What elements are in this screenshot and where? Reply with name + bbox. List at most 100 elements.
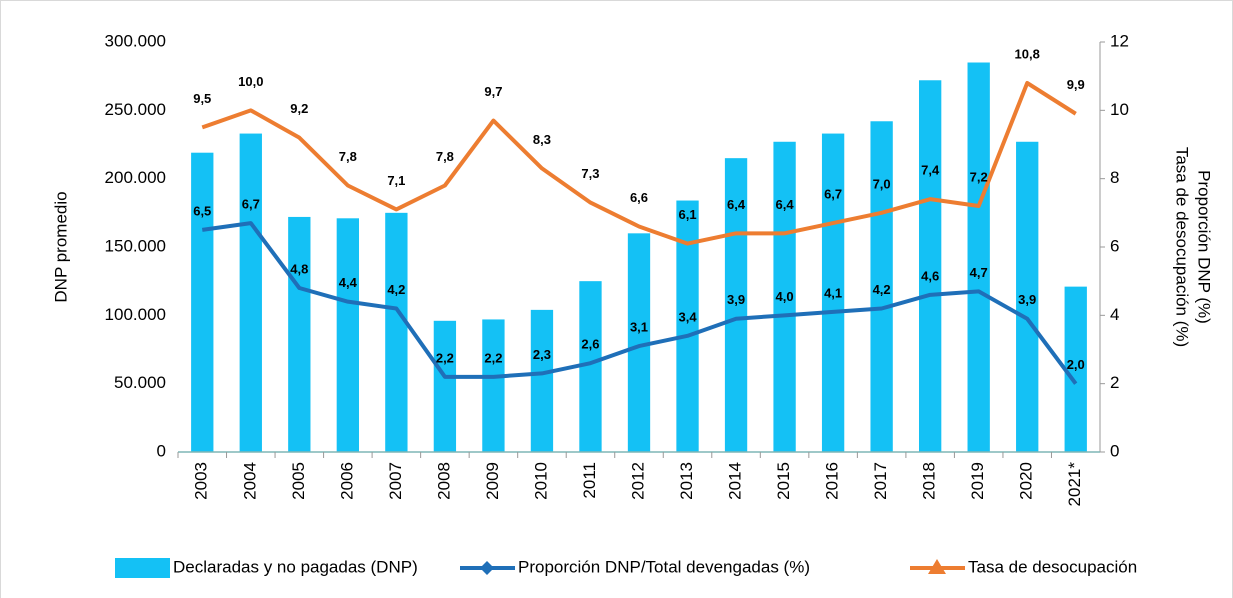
y-tick-label: 200.000 <box>105 168 166 187</box>
value-label: 7,3 <box>581 166 599 181</box>
value-label: 7,8 <box>339 149 357 164</box>
y2-tick-label: 8 <box>1110 168 1119 187</box>
value-label: 2,3 <box>533 347 551 362</box>
x-tick-label: 2009 <box>483 462 502 500</box>
bar <box>918 80 942 453</box>
value-label: 7,4 <box>921 163 940 178</box>
value-label: 7,2 <box>970 169 988 184</box>
bar <box>627 233 651 452</box>
legend-label: Declaradas y no pagadas (DNP) <box>173 557 418 576</box>
x-tick-label: 2010 <box>531 462 550 500</box>
x-tick-label: 2005 <box>289 462 308 500</box>
value-label: 10,8 <box>1015 46 1040 61</box>
legend-label: Proporción DNP/Total devengadas (%) <box>518 557 810 576</box>
x-tick-label: 2007 <box>386 462 405 500</box>
x-tick-label: 2006 <box>337 462 356 500</box>
y2-axis-label: Tasa de desocupación (%) <box>1173 147 1192 347</box>
bar <box>1064 286 1087 452</box>
value-label: 2,0 <box>1067 357 1085 372</box>
y2-axis-label: Proporción DNP (%) <box>1195 170 1214 324</box>
value-label: 7,8 <box>436 149 454 164</box>
x-tick-label: 2014 <box>726 462 745 500</box>
y-tick-label: 0 <box>157 441 166 460</box>
value-label: 6,7 <box>242 197 260 212</box>
bar <box>821 133 845 453</box>
value-label: 6,6 <box>630 190 648 205</box>
x-tick-label: 2008 <box>434 462 453 500</box>
y2-tick-label: 0 <box>1110 441 1119 460</box>
bar <box>1016 141 1039 452</box>
bar <box>773 141 796 452</box>
x-tick-label: 2003 <box>192 462 211 500</box>
y-tick-label: 300.000 <box>105 31 166 50</box>
legend-label: Tasa de desocupación <box>968 557 1137 576</box>
bar <box>967 62 990 452</box>
y2-tick-label: 4 <box>1110 305 1119 324</box>
x-tick-label: 2011 <box>580 462 599 499</box>
bar <box>579 281 602 452</box>
value-label: 9,5 <box>193 91 211 106</box>
value-label: 3,9 <box>1018 292 1036 307</box>
x-tick-label: 2019 <box>968 462 987 500</box>
y2-tick-label: 12 <box>1110 31 1129 50</box>
value-label: 4,4 <box>339 275 358 290</box>
y2-tick-label: 6 <box>1110 236 1119 255</box>
bar <box>191 152 214 452</box>
value-label: 6,7 <box>824 187 842 202</box>
line <box>201 81 1077 246</box>
bar <box>239 133 262 453</box>
x-tick-label: 2021* <box>1065 462 1084 507</box>
value-label: 4,8 <box>290 261 308 276</box>
x-tick-label: 2013 <box>677 462 696 500</box>
y-tick-label: 250.000 <box>105 100 166 119</box>
x-tick-label: 2017 <box>871 462 890 500</box>
bar <box>530 309 554 452</box>
x-tick-label: 2016 <box>823 462 842 500</box>
value-label: 6,4 <box>727 197 746 212</box>
value-label: 10,0 <box>238 74 263 89</box>
value-label: 2,2 <box>436 350 454 365</box>
value-label: 4,7 <box>970 265 988 280</box>
value-label: 4,1 <box>824 285 842 300</box>
y-axis-label: DNP promedio <box>51 191 70 302</box>
x-tick-label: 2020 <box>1017 462 1036 500</box>
value-label: 4,2 <box>873 282 891 297</box>
x-tick-label: 2015 <box>774 462 793 500</box>
bar <box>336 218 360 452</box>
bar <box>288 216 311 452</box>
value-label: 3,9 <box>727 292 745 307</box>
x-tick-label: 2012 <box>628 462 647 500</box>
value-label: 6,1 <box>678 207 696 222</box>
x-tick-label: 2004 <box>240 462 259 500</box>
value-label: 4,2 <box>387 282 405 297</box>
bar <box>385 212 408 452</box>
value-label: 4,0 <box>776 289 794 304</box>
value-label: 9,7 <box>484 84 502 99</box>
value-label: 6,5 <box>193 203 211 218</box>
bar <box>676 200 699 452</box>
y2-tick-label: 10 <box>1110 100 1129 119</box>
line <box>201 221 1078 385</box>
value-label: 3,1 <box>630 320 648 335</box>
bar <box>433 320 457 452</box>
value-label: 7,0 <box>873 176 891 191</box>
bar <box>870 121 893 453</box>
y-tick-label: 100.000 <box>105 305 166 324</box>
value-label: 9,2 <box>290 101 308 116</box>
value-label: 3,4 <box>678 309 697 324</box>
y2-tick-label: 2 <box>1110 373 1119 392</box>
bar <box>482 319 505 452</box>
value-label: 9,9 <box>1067 77 1085 92</box>
x-tick-label: 2018 <box>920 462 939 500</box>
y-tick-label: 150.000 <box>105 236 166 255</box>
y-tick-label: 50.000 <box>114 373 166 392</box>
legend-marker <box>928 559 946 574</box>
value-label: 7,1 <box>387 173 405 188</box>
value-label: 4,6 <box>921 268 939 283</box>
legend-swatch <box>115 558 170 578</box>
value-label: 2,2 <box>484 350 502 365</box>
value-label: 2,6 <box>581 337 599 352</box>
legend-marker <box>480 561 494 575</box>
